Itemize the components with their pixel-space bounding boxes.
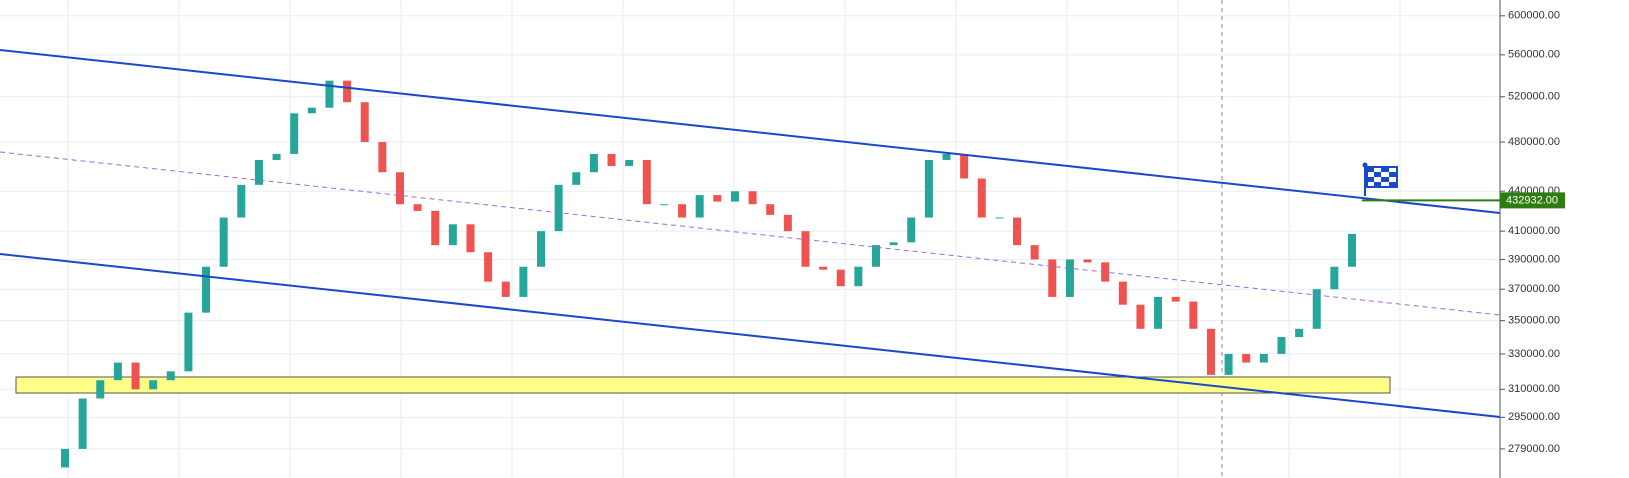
candle: [924, 159, 933, 218]
candle: [871, 245, 880, 267]
candle: [995, 217, 1004, 219]
y-tick-label: 350000.00: [1508, 315, 1560, 327]
candle: [1348, 233, 1356, 267]
candle: [1048, 259, 1057, 297]
candle: [149, 380, 158, 390]
candle: [131, 362, 140, 390]
candle: [360, 102, 369, 143]
candle: [1330, 266, 1339, 290]
candle: [166, 371, 175, 381]
candle: [1224, 353, 1233, 375]
candle: [1136, 304, 1145, 329]
candle: [272, 153, 281, 160]
y-tick-label: 600000.00: [1508, 10, 1560, 22]
last-price-tag: [1500, 192, 1565, 209]
candle: [184, 312, 193, 372]
candle: [325, 80, 334, 108]
y-tick-label: 560000.00: [1508, 49, 1560, 61]
candle: [960, 153, 969, 179]
candle: [695, 195, 704, 218]
y-tick-label: 390000.00: [1508, 253, 1560, 265]
candle: [1065, 259, 1074, 297]
candle: [395, 172, 404, 205]
flag: [1362, 162, 1398, 196]
candle: [730, 191, 739, 202]
candle: [836, 269, 845, 287]
candle: [660, 204, 669, 206]
candle: [1259, 353, 1268, 363]
y-tick-label: 410000.00: [1508, 225, 1560, 237]
candle: [78, 398, 87, 449]
candle: [1277, 337, 1286, 354]
candle: [219, 217, 228, 267]
candle: [1013, 217, 1022, 246]
last-price-label: 432932.00: [1506, 194, 1558, 206]
candle: [1083, 259, 1092, 263]
candle: [484, 252, 493, 282]
candle: [307, 107, 316, 114]
candle: [1295, 328, 1304, 338]
y-tick-label: 520000.00: [1508, 91, 1560, 103]
candle: [1118, 281, 1127, 305]
candle: [642, 159, 651, 205]
support-zone: [15, 376, 1391, 394]
candle: [413, 204, 422, 211]
price-axis: [1500, 0, 1629, 478]
candle: [448, 224, 457, 246]
candle: [61, 448, 69, 468]
channel-lower: [0, 253, 1501, 418]
candle: [343, 80, 352, 103]
candle: [977, 178, 986, 218]
y-tick-label: 279000.00: [1508, 443, 1560, 455]
candle: [678, 204, 687, 218]
candle: [113, 362, 122, 381]
candle: [290, 113, 299, 154]
channel-upper: [0, 49, 1501, 214]
candle: [854, 266, 863, 287]
candle: [254, 159, 263, 185]
candle: [466, 224, 475, 253]
candle: [554, 184, 563, 232]
candle: [202, 266, 211, 313]
candle: [766, 204, 775, 215]
candle: [1171, 296, 1180, 302]
y-tick-label: 330000.00: [1508, 348, 1560, 360]
y-tick-label: 480000.00: [1508, 136, 1560, 148]
candle: [96, 380, 105, 399]
candle: [713, 195, 722, 202]
candle: [519, 266, 528, 297]
y-tick-label: 370000.00: [1508, 283, 1560, 295]
candle: [237, 184, 246, 218]
candle: [378, 142, 387, 173]
candle: [572, 172, 581, 185]
candle: [589, 153, 598, 173]
candle: [819, 266, 828, 270]
candle: [537, 231, 546, 267]
candle: [607, 153, 616, 167]
candle: [1189, 301, 1198, 329]
candle: [907, 217, 916, 243]
candle: [625, 159, 634, 167]
candle: [783, 214, 792, 232]
y-tick-label: 295000.00: [1508, 411, 1560, 423]
candle: [501, 281, 510, 297]
candle: [431, 210, 440, 246]
candle: [1242, 353, 1251, 363]
candle: [889, 242, 898, 246]
candle: [1312, 289, 1321, 329]
candle: [1030, 245, 1039, 260]
y-tick-label: 310000.00: [1508, 383, 1560, 395]
candle: [942, 153, 951, 160]
candle: [1154, 296, 1163, 329]
candle: [748, 191, 757, 205]
candle: [1206, 328, 1215, 375]
candle: [801, 231, 810, 267]
